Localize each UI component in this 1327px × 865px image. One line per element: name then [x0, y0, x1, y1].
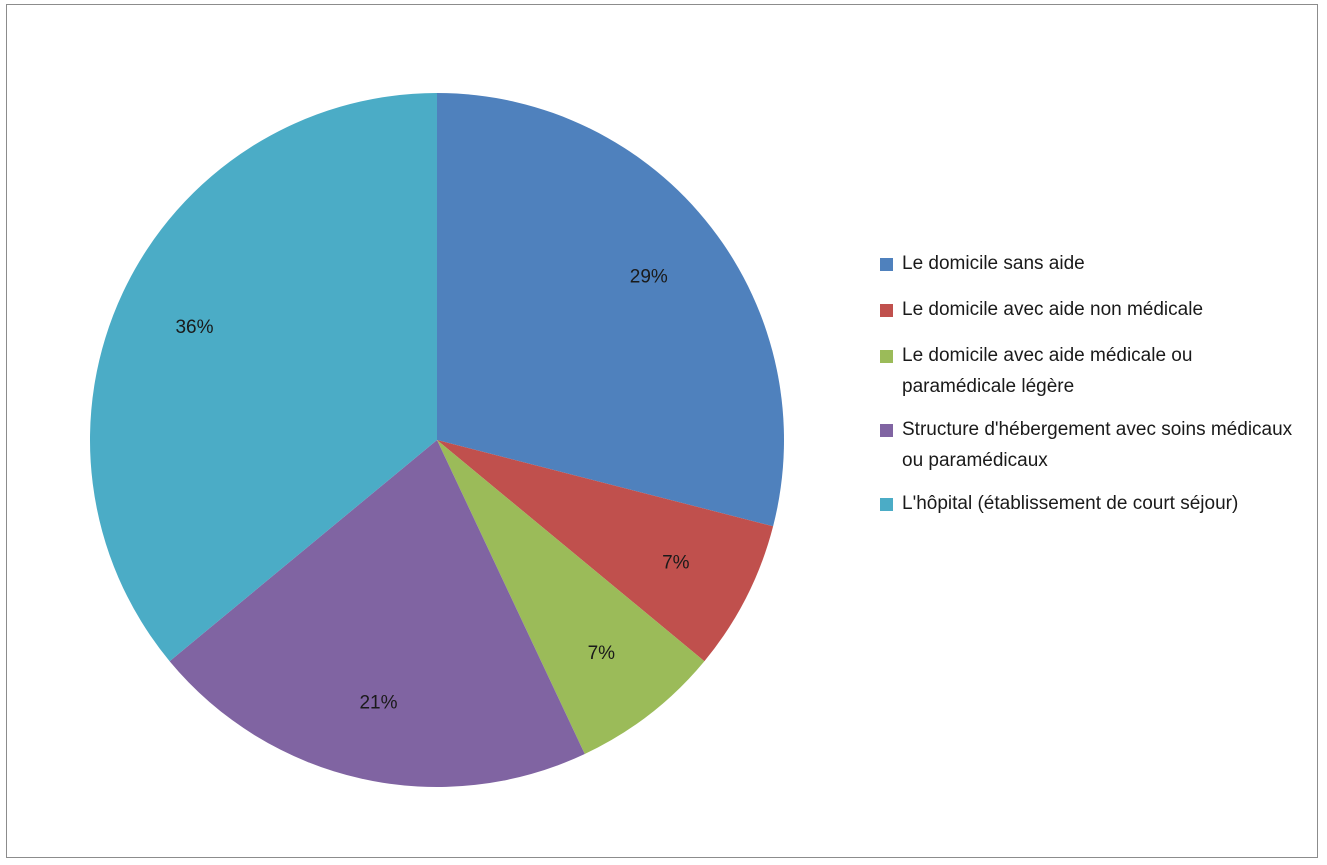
legend-item-0: Le domicile sans aide	[880, 248, 1300, 279]
data-label-4: 36%	[175, 317, 213, 338]
pie-slice-1	[437, 440, 774, 662]
data-label-0: 29%	[630, 267, 668, 288]
pie-data-labels: 29% 7% 7% 21% 36%	[175, 267, 689, 714]
legend-label-0: Le domicile sans aide	[902, 253, 1085, 274]
data-label-3: 21%	[359, 693, 397, 714]
legend-swatch-2	[880, 350, 893, 363]
legend-label-1: Le domicile avec aide non médicale	[902, 299, 1204, 320]
legend-swatch-4	[880, 498, 893, 511]
legend-item-1: Le domicile avec aide non médicale	[880, 294, 1300, 325]
legend-swatch-0	[880, 258, 893, 271]
legend-item-2: Le domicile avec aide médicale ou paramé…	[880, 340, 1300, 402]
legend-swatch-3	[880, 424, 893, 437]
data-label-2: 7%	[588, 643, 616, 664]
legend-item-4: L'hôpital (établissement de court séjour…	[880, 488, 1300, 519]
pie-slice-3	[169, 440, 585, 787]
legend-label-4: L'hôpital (établissement de court séjour…	[902, 493, 1239, 514]
pie-slice-0	[437, 92, 785, 527]
legend: Le domicile sans aide Le domicile avec ai…	[880, 248, 1300, 519]
data-label-1: 7%	[662, 553, 690, 574]
pie-slice-4	[89, 93, 438, 662]
legend-swatch-1	[880, 304, 893, 317]
legend-label-2: Le domicile avec aide médicale ou paramé…	[902, 345, 1193, 397]
pie-slice-2	[437, 440, 705, 754]
legend-label-3: Structure d'hébergement avec soins médic…	[902, 419, 1293, 471]
pie-slices	[89, 92, 785, 787]
legend-item-3: Structure d'hébergement avec soins médic…	[880, 414, 1300, 476]
